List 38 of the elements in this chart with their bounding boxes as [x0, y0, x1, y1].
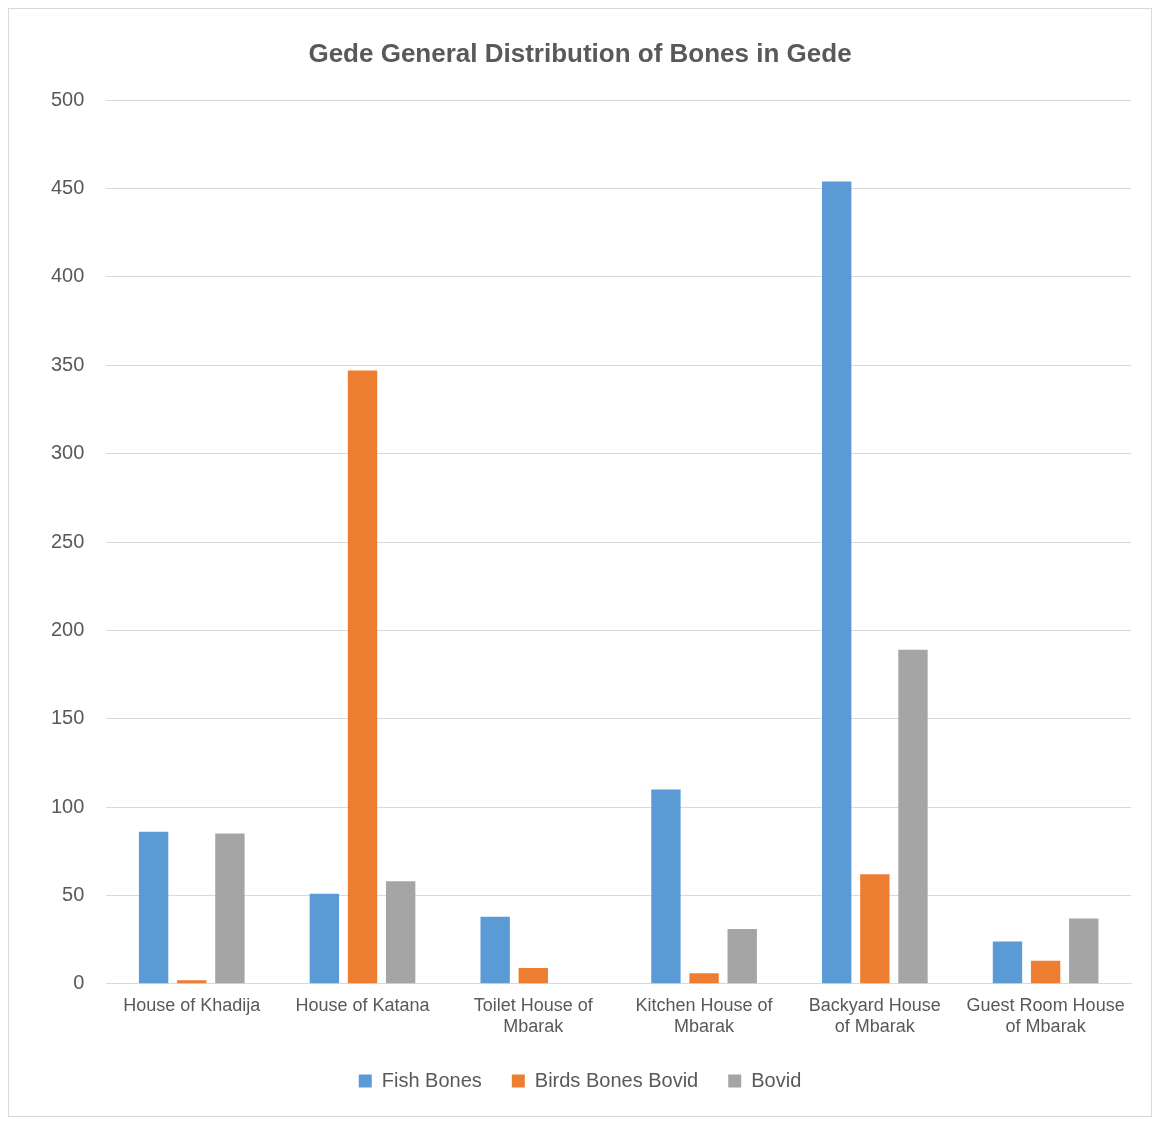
y-tick-label: 450	[50, 176, 85, 199]
bar	[1069, 918, 1099, 984]
legend-label: Fish Bones	[381, 1068, 482, 1091]
bar	[1030, 960, 1061, 984]
legend-label: Birds Bones Bovid	[534, 1068, 699, 1091]
chart-title: Gede General Distribution of Bones in Gede	[308, 37, 852, 68]
x-tick-label: Kitchen House of Mbarak	[635, 994, 774, 1037]
x-tick-label: House of Katana	[295, 994, 431, 1015]
bar	[385, 881, 416, 984]
legend-label: Bovid	[751, 1068, 802, 1091]
x-tick-label: House of Khadija	[123, 994, 262, 1015]
bar	[177, 980, 207, 984]
y-tick-label: 350	[50, 352, 85, 375]
y-tick-label: 0	[73, 971, 85, 994]
bar	[860, 874, 890, 984]
y-tick-label: 500	[50, 87, 85, 110]
y-tick-label: 100	[50, 794, 85, 817]
bar	[480, 916, 510, 984]
y-tick-label: 300	[50, 441, 85, 464]
bar	[689, 973, 719, 984]
bar	[215, 833, 245, 984]
bar	[898, 649, 928, 984]
y-tick-label: 150	[50, 706, 85, 729]
y-tick-label: 50	[62, 882, 85, 905]
bar	[992, 941, 1023, 984]
bar	[822, 181, 852, 984]
x-tick-label: Guest Room House of Mbarak	[966, 994, 1125, 1037]
y-tick-label: 250	[50, 529, 85, 552]
bar	[727, 929, 757, 984]
bar	[518, 967, 548, 984]
bar	[651, 789, 681, 984]
bar	[347, 370, 378, 984]
x-tick-label: Backyard House of Mbarak	[808, 994, 941, 1037]
y-tick-label: 200	[50, 617, 85, 640]
bar	[309, 893, 340, 984]
bar	[138, 831, 169, 984]
x-tick-label: Toilet House of Mbarak	[473, 994, 594, 1037]
y-tick-label: 400	[50, 264, 85, 287]
